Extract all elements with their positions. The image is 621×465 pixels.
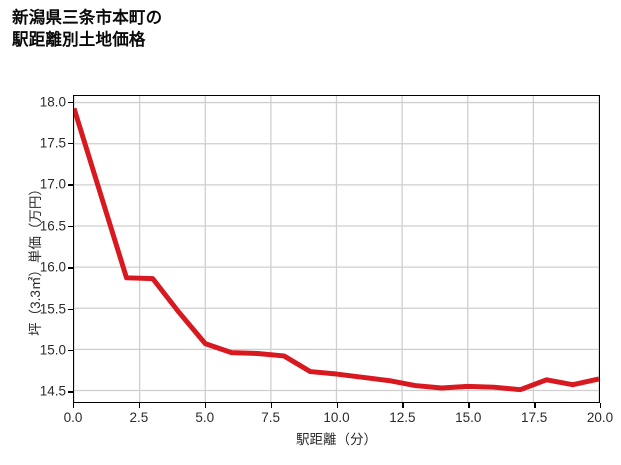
y-tick-mark bbox=[68, 308, 73, 310]
x-tick-label: 20.0 bbox=[586, 410, 614, 425]
x-tick-label: 15.0 bbox=[455, 410, 482, 425]
plot-area bbox=[73, 95, 600, 403]
x-tick-label: 17.5 bbox=[520, 410, 548, 425]
x-tick-label: 2.5 bbox=[129, 410, 149, 425]
x-tick-mark bbox=[402, 403, 404, 408]
y-tick-mark bbox=[68, 391, 73, 393]
y-tick-mark bbox=[68, 184, 73, 186]
y-tick-label: 14.5 bbox=[39, 383, 66, 399]
x-tick-mark bbox=[73, 403, 75, 408]
y-axis-label: 坪（3.3㎡）単価（万円） bbox=[28, 182, 43, 336]
y-tick-label: 17.5 bbox=[39, 135, 66, 151]
x-tick-mark bbox=[138, 403, 141, 408]
x-tick-label: 5.0 bbox=[195, 410, 215, 425]
y-tick-mark bbox=[68, 350, 73, 352]
y-tick-label: 16.5 bbox=[39, 218, 66, 234]
x-tick-mark bbox=[600, 403, 602, 408]
y-tick-label: 17.0 bbox=[39, 176, 66, 192]
x-tick-mark bbox=[204, 403, 207, 408]
y-tick-label: 18.0 bbox=[39, 94, 66, 110]
y-tick-mark bbox=[68, 143, 73, 145]
x-tick-mark bbox=[270, 403, 273, 408]
x-tick-mark bbox=[336, 403, 338, 408]
x-tick-label: 0.0 bbox=[63, 410, 83, 425]
x-tick-mark bbox=[468, 403, 470, 408]
y-tick-label: 15.0 bbox=[39, 342, 66, 358]
price-line-series bbox=[74, 107, 599, 393]
y-tick-label: 16.0 bbox=[39, 259, 66, 275]
y-tick-mark bbox=[68, 267, 73, 269]
y-tick-label: 15.5 bbox=[39, 301, 66, 317]
x-tick-mark bbox=[534, 403, 536, 408]
x-tick-label: 10.0 bbox=[323, 410, 350, 425]
page-title: 新潟県三条市本町の 駅距離別土地価格 bbox=[12, 9, 163, 49]
y-tick-mark bbox=[68, 225, 73, 228]
y-tick-mark bbox=[68, 101, 73, 103]
x-axis-label: 駅距離（分） bbox=[296, 432, 377, 447]
x-tick-label: 7.5 bbox=[261, 410, 281, 425]
x-tick-label: 12.5 bbox=[389, 410, 416, 425]
grid-lines bbox=[74, 96, 599, 402]
